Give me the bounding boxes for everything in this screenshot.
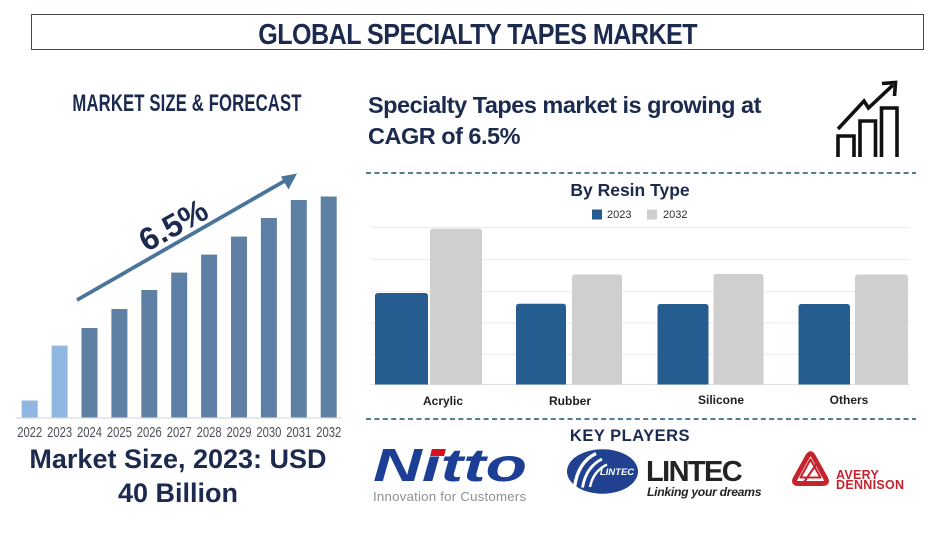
- svg-text:2029: 2029: [226, 423, 251, 440]
- svg-text:2024: 2024: [77, 423, 102, 440]
- svg-text:2032: 2032: [316, 423, 341, 440]
- svg-text:2023: 2023: [47, 423, 72, 440]
- svg-text:2027: 2027: [167, 423, 192, 440]
- svg-text:2030: 2030: [256, 423, 281, 440]
- svg-text:2026: 2026: [137, 423, 162, 440]
- svg-text:2022: 2022: [17, 423, 42, 440]
- svg-text:LINTEC: LINTEC: [600, 467, 634, 478]
- svg-text:2031: 2031: [286, 423, 311, 440]
- svg-text:2028: 2028: [197, 423, 222, 440]
- svg-text:2025: 2025: [107, 423, 132, 440]
